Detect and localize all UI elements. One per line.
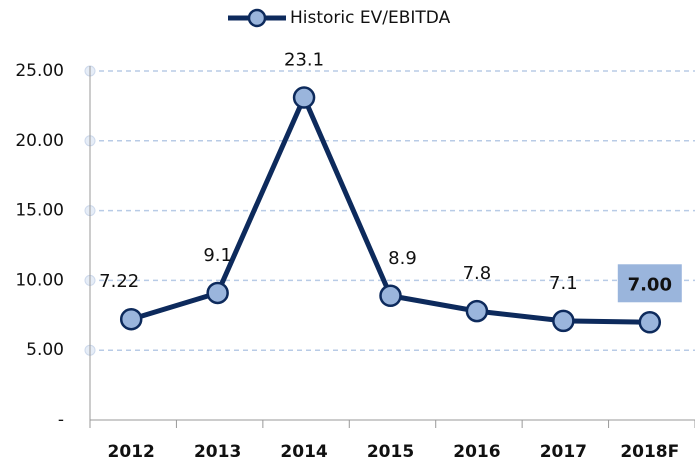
marker (552, 309, 575, 333)
label-highlight (617, 264, 682, 303)
value-label: 7.22 (99, 271, 139, 292)
y-tick-label: 20.00 (15, 131, 64, 151)
value-label: 8.9 (388, 248, 417, 269)
y-tick-label: - (58, 410, 64, 430)
x-tick-label: 2016 (453, 442, 500, 462)
x-tick-label: 2017 (540, 442, 587, 462)
value-label: 9.1 (203, 245, 232, 266)
x-tick-label: 2013 (194, 442, 241, 462)
value-label: 7.8 (463, 263, 492, 284)
legend-label: Historic EV/EBITDA (290, 8, 451, 28)
y-tick-label: 5.00 (26, 340, 64, 360)
marker (638, 311, 662, 334)
x-tick-label: 2014 (280, 442, 327, 462)
marker (379, 284, 402, 308)
value-label: 7.1 (549, 273, 578, 294)
marker (119, 307, 143, 331)
value-label: 7.00 (628, 274, 672, 295)
x-tick-label: 2012 (108, 442, 155, 462)
y-tick-label: 10.00 (15, 270, 64, 290)
x-tick-label: 2018F (620, 442, 679, 462)
marker (465, 299, 489, 323)
y-tick-label: 15.00 (15, 201, 64, 221)
marker (292, 86, 316, 109)
value-label: 23.1 (284, 50, 324, 71)
marker (206, 281, 229, 305)
legend-marker (247, 8, 267, 28)
x-tick-label: 2015 (367, 442, 414, 462)
y-tick-label: 25.00 (15, 61, 64, 81)
